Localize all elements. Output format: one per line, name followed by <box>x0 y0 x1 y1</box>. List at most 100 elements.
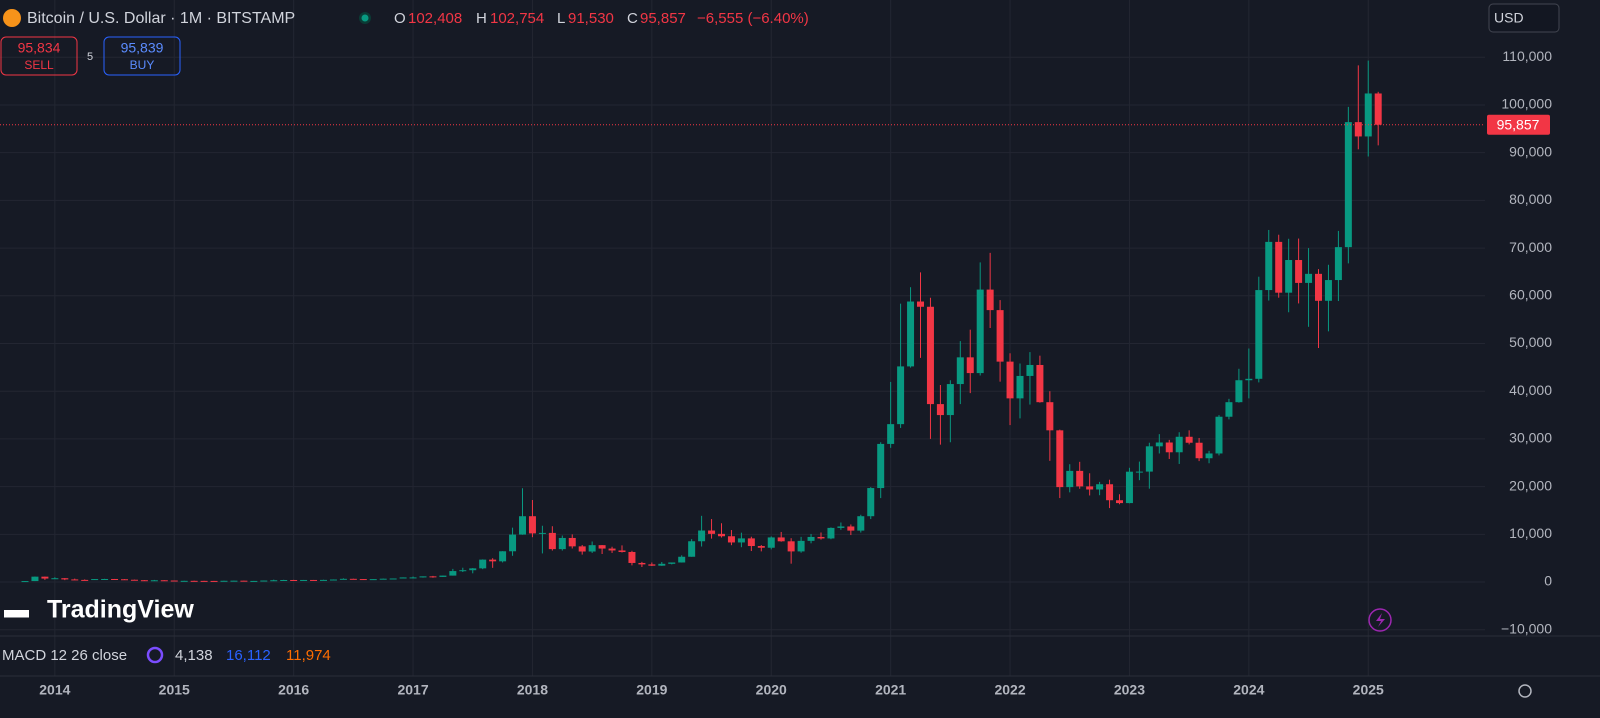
candle-body <box>926 306 934 405</box>
candle-body <box>379 578 387 580</box>
macd-icon[interactable] <box>146 646 164 664</box>
y-tick-label: 20,000 <box>1509 477 1552 493</box>
candle-body <box>1165 442 1173 453</box>
currency-button[interactable] <box>1488 3 1560 33</box>
logo[interactable]: TradingView <box>47 596 194 624</box>
candle-body <box>1235 380 1243 403</box>
candle-body <box>1155 442 1163 447</box>
candle-body <box>747 538 755 547</box>
low-value: 91,530 <box>568 10 614 27</box>
candle-body <box>1344 122 1352 248</box>
last-price-box <box>1487 114 1550 135</box>
candle-body <box>111 578 119 580</box>
candle-body <box>718 533 725 537</box>
candle-body <box>140 580 148 582</box>
candle-body <box>708 530 716 534</box>
axes: −10,000 0 10,000 20,000 30,000 40,000 50,000 60… <box>0 48 1552 698</box>
open-label: O <box>394 10 406 27</box>
grid <box>0 0 1485 676</box>
currency[interactable]: USD <box>1494 10 1524 26</box>
candle-body <box>598 545 606 549</box>
sell-price[interactable]: 95,834 <box>18 40 61 56</box>
candle-body <box>688 541 696 557</box>
buy-button[interactable] <box>103 36 181 76</box>
buy-label[interactable]: BUY <box>130 58 155 72</box>
y-tick-label: 10,000 <box>1509 525 1552 541</box>
candle-body <box>528 516 536 534</box>
candle-body <box>638 562 646 565</box>
alert-icon[interactable] <box>1368 608 1392 632</box>
sell-label[interactable]: SELL <box>24 58 54 72</box>
candle-body <box>170 580 178 582</box>
high-value: 102,754 <box>490 10 544 27</box>
close-label: C <box>627 10 638 27</box>
macd-signal: 11,974 <box>286 647 331 664</box>
candle-body <box>449 571 457 576</box>
candle-body <box>767 537 775 548</box>
candle-body <box>369 579 377 581</box>
candle-body <box>349 578 357 580</box>
x-tick-label: 2014 <box>39 682 70 698</box>
candle-body <box>1106 484 1114 501</box>
candle-body <box>877 443 885 489</box>
last-price-label: 95,857 <box>1497 116 1540 132</box>
candle-body <box>1215 416 1223 454</box>
candle-body <box>160 580 168 582</box>
candle-body <box>1006 361 1014 399</box>
symbol[interactable]: Bitcoin / U.S. Dollar · 1M · BITSTAMP <box>27 10 295 27</box>
candle-body <box>777 537 785 542</box>
x-tick-label: 2018 <box>517 682 548 698</box>
x-tick-label: 2020 <box>756 682 787 698</box>
candle-body <box>538 532 546 534</box>
candle-body <box>1175 436 1183 453</box>
candle-body <box>91 579 99 581</box>
candle-body <box>459 570 467 572</box>
macd-line: 16,112 <box>226 647 271 664</box>
candle-body <box>558 537 566 550</box>
candle-body <box>907 301 915 367</box>
status-dot <box>361 14 369 22</box>
buy-price[interactable]: 95,839 <box>121 40 164 56</box>
candle-body <box>1205 453 1213 459</box>
alert-bolt <box>1376 613 1385 627</box>
x-tick-label: 2023 <box>1114 682 1145 698</box>
candle-body <box>81 579 89 581</box>
candle-body <box>1145 446 1153 472</box>
candle-body <box>1066 470 1074 488</box>
candle-body <box>51 578 59 580</box>
candle-body <box>787 541 795 552</box>
candle-body <box>519 516 526 535</box>
candle-body <box>976 289 984 374</box>
candle-body <box>1046 402 1054 431</box>
candle-body <box>608 548 616 551</box>
candle-body <box>150 580 158 582</box>
candle-body <box>130 579 138 581</box>
candle-body <box>439 575 447 577</box>
macd-label[interactable]: MACD 12 26 close <box>2 647 127 664</box>
candle-body <box>339 578 347 580</box>
y-tick-label: 0 <box>1544 573 1552 589</box>
candle-body <box>1086 486 1094 490</box>
candle-body <box>1255 290 1263 379</box>
candle-body <box>1315 273 1322 301</box>
candles <box>21 60 1382 583</box>
candle-body <box>996 310 1004 362</box>
candle-body <box>409 577 417 579</box>
candle-body <box>329 579 337 581</box>
logo-mark: ▬ <box>4 596 29 624</box>
settings-icon[interactable] <box>1518 684 1532 698</box>
candle-body <box>101 578 109 580</box>
candle-body <box>668 562 676 564</box>
candle-body <box>1185 436 1193 443</box>
sell-button[interactable] <box>0 36 78 76</box>
candle-body <box>817 536 825 539</box>
candle-body <box>1364 93 1372 137</box>
candle-body <box>1334 247 1342 281</box>
candle-body <box>1295 260 1303 283</box>
candle-body <box>1305 273 1313 283</box>
candle-body <box>698 530 706 542</box>
candle-body <box>807 536 815 541</box>
candle-body <box>678 556 686 563</box>
